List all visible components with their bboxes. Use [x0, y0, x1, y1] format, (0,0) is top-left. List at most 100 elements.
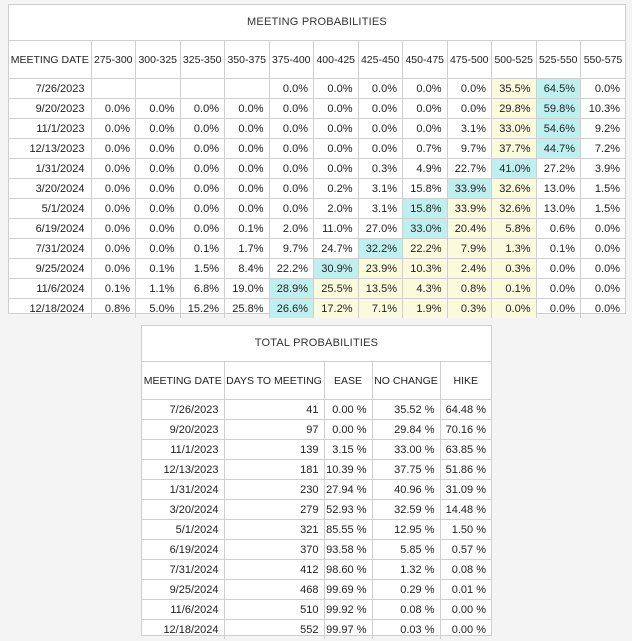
value-cell: 0.00 % [323, 419, 373, 440]
column-header-range: 275-300 [90, 41, 136, 79]
probability-cell: 1.3% [491, 238, 537, 259]
value-cell: 0.29 % [371, 579, 441, 600]
probability-cell: 0.1% [135, 258, 181, 279]
probability-cell: 1.9% [402, 298, 448, 318]
value-cell: 0.00 % [439, 599, 491, 620]
probability-cell: 0.0% [179, 218, 225, 239]
table-row: 11/1/2023 0.0% 0.0% 0.0% 0.0% 0.0% 0.0% 0.0% 0.0… [9, 118, 625, 139]
probability-cell: 0.3% [446, 298, 492, 318]
value-cell: 370 [223, 539, 325, 560]
probability-cell: 5.8% [491, 218, 537, 239]
value-cell: 1.50 % [439, 519, 491, 540]
probability-cell: 32.6% [491, 198, 537, 219]
value-cell: 1.32 % [371, 559, 441, 580]
probability-cell [179, 78, 225, 99]
probability-cell: 24.7% [313, 238, 359, 259]
probability-cell: 0.1% [224, 218, 270, 239]
probability-cell: 0.0% [224, 138, 270, 159]
table-row: 3/20/2024 279 52.93 % 32.59 % 14.48 % [142, 499, 491, 520]
probability-cell: 0.0% [313, 78, 359, 99]
value-cell: 85.55 % [323, 519, 373, 540]
probability-cell: 1.5% [179, 258, 225, 279]
value-cell: 52.93 % [323, 499, 373, 520]
value-cell: 64.48 % [439, 399, 491, 420]
value-cell: 0.00 % [439, 619, 491, 639]
value-cell: 97 [223, 419, 325, 440]
probability-cell: 0.0% [268, 198, 314, 219]
table-row: 12/13/2023 0.0% 0.0% 0.0% 0.0% 0.0% 0.0% 0.0% 0.… [9, 138, 625, 159]
probability-cell: 0.0% [135, 238, 181, 259]
value-cell: 51.86 % [439, 459, 491, 480]
probability-cell: 6.8% [179, 278, 225, 299]
probability-cell: 9.2% [580, 118, 625, 139]
table-row: 7/26/2023 0.0% 0.0% 0.0% 0.0% 0.0% 35.5% 64.5% 0… [9, 78, 625, 99]
meeting-date-cell: 5/1/2024 [9, 198, 92, 219]
value-cell: 181 [223, 459, 325, 480]
meeting-date-cell: 12/13/2023 [9, 138, 92, 159]
probability-cell: 0.0% [90, 238, 136, 259]
probability-cell: 15.2% [179, 298, 225, 318]
meeting-date-cell: 7/31/2024 [142, 559, 225, 580]
probability-cell: 0.1% [491, 278, 537, 299]
value-cell: 40.96 % [371, 479, 441, 500]
probability-cell: 0.0% [135, 158, 181, 179]
column-header-range: 350-375 [224, 41, 270, 79]
probability-cell: 0.0% [357, 98, 403, 119]
meeting-date-cell: 9/25/2024 [9, 258, 92, 279]
column-header-range: 550-575 [580, 41, 625, 79]
probability-cell: 0.0% [268, 118, 314, 139]
probability-cell: 13.5% [357, 278, 403, 299]
table-row: 7/31/2024 0.0% 0.0% 0.1% 1.7% 9.7% 24.7% 32.2% 2… [9, 238, 625, 259]
meeting-date-cell: 12/18/2024 [9, 298, 92, 318]
probability-cell: 7.1% [357, 298, 403, 318]
meeting-date-cell: 6/19/2024 [9, 218, 92, 239]
probability-cell: 32.2% [357, 238, 403, 259]
table-row: 12/18/2024 0.8% 5.0% 15.2% 25.8% 26.6% 17.2% 7.… [9, 298, 625, 318]
probability-cell: 0.0% [90, 138, 136, 159]
probability-cell: 0.0% [135, 178, 181, 199]
probability-cell: 1.5% [580, 178, 625, 199]
value-cell: 27.94 % [323, 479, 373, 500]
table-row: 9/20/2023 97 0.00 % 29.84 % 70.16 % [142, 419, 491, 440]
value-cell: 230 [223, 479, 325, 500]
probability-cell: 11.0% [313, 218, 359, 239]
value-cell: 0.00 % [323, 399, 373, 420]
probability-cell: 59.8% [535, 98, 581, 119]
value-cell: 412 [223, 559, 325, 580]
probability-cell: 0.0% [446, 98, 492, 119]
meeting-date-cell: 11/6/2024 [9, 278, 92, 299]
probability-cell: 0.0% [90, 258, 136, 279]
value-cell: 0.57 % [439, 539, 491, 560]
table-row: 5/1/2024 321 85.55 % 12.95 % 1.50 % [142, 519, 491, 540]
value-cell: 10.39 % [323, 459, 373, 480]
probability-cell: 25.5% [313, 278, 359, 299]
meeting-probabilities-title: MEETING PROBABILITIES [9, 5, 625, 41]
probability-cell: 17.2% [313, 298, 359, 318]
column-header: HIKE [439, 362, 491, 400]
probability-cell: 0.0% [580, 218, 625, 239]
column-header-range: 500-525 [491, 41, 537, 79]
probability-cell: 28.9% [268, 278, 314, 299]
probability-cell: 0.0% [135, 98, 181, 119]
value-cell: 29.84 % [371, 419, 441, 440]
column-header-range: 400-425 [313, 41, 359, 79]
meeting-probabilities-panel: MEETING PROBABILITIES MEETING DATE 275-30… [8, 4, 626, 318]
probability-cell: 0.0% [268, 98, 314, 119]
probability-cell: 20.4% [446, 218, 492, 239]
probability-cell: 0.0% [224, 178, 270, 199]
value-cell: 0.03 % [371, 619, 441, 639]
value-cell: 321 [223, 519, 325, 540]
probability-cell: 0.0% [90, 218, 136, 239]
probability-cell: 13.0% [535, 178, 581, 199]
probability-cell: 0.7% [402, 138, 448, 159]
meeting-date-cell: 12/13/2023 [142, 459, 225, 480]
probability-cell: 0.8% [446, 278, 492, 299]
value-cell: 93.58 % [323, 539, 373, 560]
total-probabilities-title: TOTAL PROBABILITIES [142, 326, 491, 362]
meeting-date-cell: 1/31/2024 [142, 479, 225, 500]
probability-cell: 23.9% [357, 258, 403, 279]
meeting-date-cell: 7/31/2024 [9, 238, 92, 259]
total-table-header-row: MEETING DATE DAYS TO MEETING EASE NO CHANGE… [142, 362, 491, 400]
probability-cell: 0.0% [402, 118, 448, 139]
total-probabilities-panel: TOTAL PROBABILITIES MEETING DATE DAYS TO … [141, 325, 492, 639]
